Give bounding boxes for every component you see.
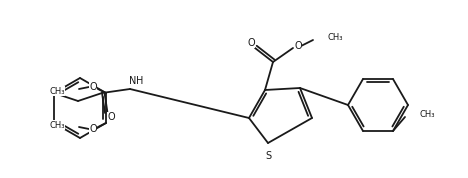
Text: H: H [136, 76, 144, 86]
Text: CH₃: CH₃ [50, 121, 65, 130]
Text: O: O [89, 82, 97, 92]
Text: N: N [129, 76, 137, 86]
Text: CH₃: CH₃ [50, 87, 65, 96]
Text: CH₃: CH₃ [327, 33, 343, 43]
Text: S: S [265, 151, 271, 161]
Text: O: O [247, 38, 255, 48]
Text: O: O [107, 112, 115, 122]
Text: O: O [89, 124, 97, 134]
Text: CH₃: CH₃ [419, 111, 434, 119]
Text: O: O [294, 41, 302, 51]
